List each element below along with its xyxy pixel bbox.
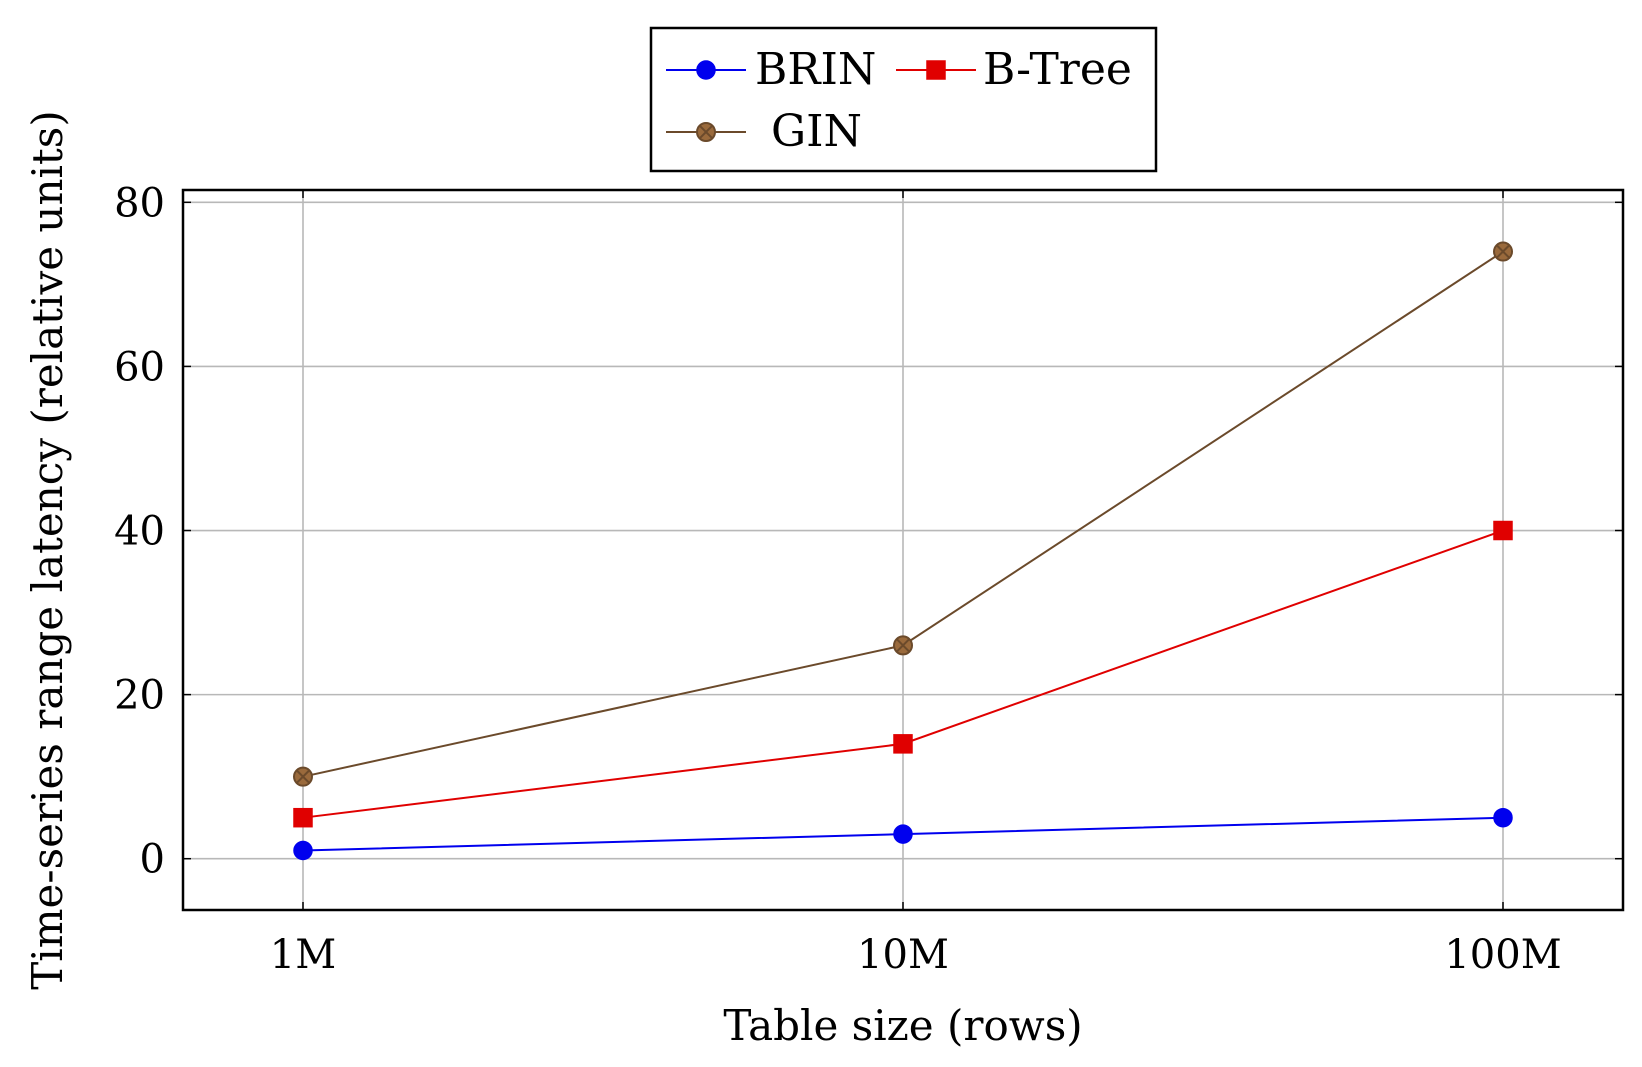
y-tick-label: 60: [114, 344, 165, 390]
tick-labels: 0 20 40 60 80 1M 10M 100M: [114, 180, 1562, 978]
plot-frame: [181, 188, 1625, 912]
legend-marker-brin: [696, 60, 716, 80]
legend: BRIN B-Tree GIN: [649, 26, 1158, 173]
data-point-brin: [1493, 807, 1513, 828]
legend-box: [649, 26, 1158, 173]
data-point-gin: [893, 635, 913, 656]
legend-label-brin: BRIN: [755, 44, 876, 95]
legend-marker-b-tree: [926, 60, 946, 80]
y-tick-label: 40: [114, 509, 165, 555]
legend-label-b-tree: B-Tree: [983, 44, 1132, 95]
data-point-gin: [293, 766, 313, 787]
legend-label-gin: GIN: [771, 106, 862, 157]
x-tick-label: 10M: [857, 932, 949, 978]
data-point-b-tree: [1493, 520, 1513, 541]
x-tick-label: 100M: [1444, 932, 1561, 978]
legend-marker-gin: [696, 122, 716, 142]
x-tick-label: 1M: [270, 932, 336, 978]
data-point-brin: [893, 824, 913, 844]
grid: [183, 190, 1623, 910]
data-point-gin: [1493, 241, 1513, 262]
data-point-b-tree: [893, 734, 913, 754]
data-point-b-tree: [293, 807, 313, 828]
y-axis-label: Time-series range latency (relative unit…: [23, 110, 72, 990]
y-tick-label: 80: [114, 180, 165, 226]
y-tick-label: 20: [114, 673, 165, 719]
data-point-brin: [293, 840, 313, 861]
series-layer: [293, 241, 1513, 861]
y-tick-label: 0: [140, 837, 165, 883]
x-axis-label: Table size (rows): [723, 1001, 1082, 1050]
